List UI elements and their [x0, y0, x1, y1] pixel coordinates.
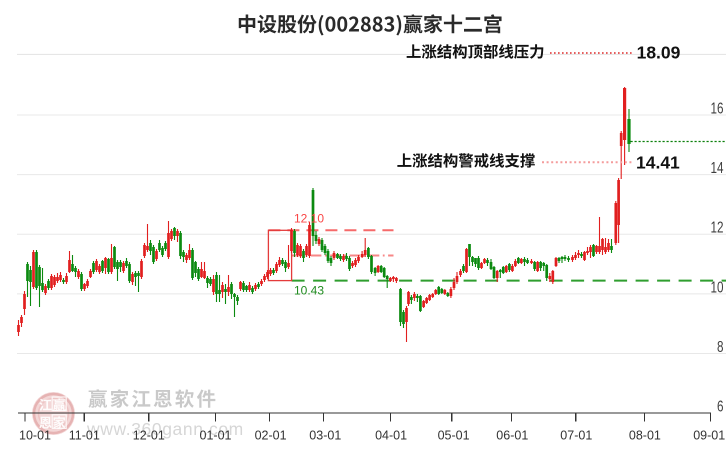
svg-text:08-01: 08-01 — [629, 429, 661, 443]
svg-text:18.09: 18.09 — [637, 43, 681, 63]
svg-text:14: 14 — [711, 160, 724, 177]
svg-text:09-01: 09-01 — [693, 429, 725, 443]
svg-text:10.43: 10.43 — [294, 284, 324, 298]
svg-text:04-01: 04-01 — [375, 429, 407, 443]
svg-text:12: 12 — [711, 220, 724, 237]
svg-text:11-01: 11-01 — [69, 429, 100, 443]
svg-text:10: 10 — [711, 279, 724, 296]
svg-text:10-01: 10-01 — [19, 429, 51, 443]
svg-text:07-01: 07-01 — [560, 429, 592, 443]
svg-text:8: 8 — [717, 339, 724, 356]
svg-text:6: 6 — [717, 399, 724, 416]
svg-text:02-01: 02-01 — [255, 429, 287, 443]
svg-text:03-01: 03-01 — [309, 429, 341, 443]
svg-text:12.10: 12.10 — [294, 211, 324, 225]
svg-text:12-01: 12-01 — [133, 429, 165, 443]
svg-text:06-01: 06-01 — [496, 429, 528, 443]
svg-text:14.41: 14.41 — [636, 153, 680, 173]
svg-text:05-01: 05-01 — [438, 429, 470, 443]
svg-text:www.360gann.com: www.360gann.com — [86, 419, 244, 439]
svg-text:01-01: 01-01 — [200, 429, 232, 443]
svg-text:16: 16 — [711, 100, 724, 117]
